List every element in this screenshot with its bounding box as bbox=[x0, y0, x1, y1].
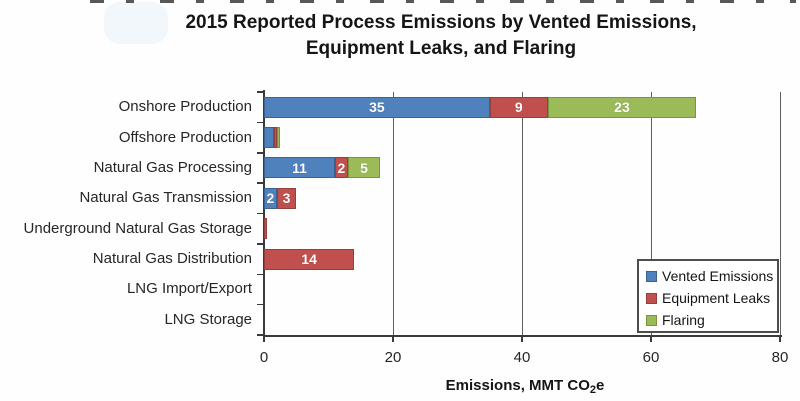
chart-title-line1: 2015 Reported Process Emissions by Vente… bbox=[185, 12, 697, 33]
y-tick bbox=[257, 121, 264, 124]
bar-segment: 11 bbox=[264, 157, 335, 179]
bar-segment: 35 bbox=[264, 96, 490, 118]
category-label: Offshore Production bbox=[118, 128, 252, 146]
cropped-text-artifact bbox=[90, 0, 796, 3]
category-label: Underground Natural Gas Storage bbox=[23, 219, 252, 237]
bar-value-label: 2 bbox=[266, 190, 275, 207]
bar-segment: 3 bbox=[276, 187, 297, 209]
y-tick bbox=[257, 212, 264, 215]
x-tick-label: 20 bbox=[384, 349, 402, 366]
bar-value-label: 23 bbox=[614, 99, 630, 116]
x-tick-label: 80 bbox=[771, 349, 789, 366]
bar-segment: 23 bbox=[547, 96, 697, 118]
x-tick-label: 0 bbox=[259, 349, 269, 366]
y-tick bbox=[257, 243, 264, 245]
legend-label: Equipment Leaks bbox=[662, 290, 771, 306]
x-axis-title-subscript: 2 bbox=[589, 384, 596, 396]
bar-segment: 2 bbox=[264, 187, 277, 209]
category-label: LNG Storage bbox=[164, 310, 252, 328]
bar-segment: 14 bbox=[264, 248, 355, 270]
legend-swatch bbox=[646, 314, 657, 326]
x-tick-label: 40 bbox=[513, 349, 531, 366]
y-tick bbox=[257, 182, 264, 184]
bar-segment: 9 bbox=[489, 96, 548, 118]
legend-label: Flaring bbox=[662, 312, 705, 328]
bar-value-label: 2 bbox=[337, 159, 346, 176]
x-axis-title: Emissions, MMT CO2e bbox=[375, 377, 675, 396]
gridline bbox=[392, 92, 394, 335]
legend-swatch bbox=[646, 270, 657, 282]
x-tick bbox=[263, 336, 265, 342]
bar-segment: 2 bbox=[334, 157, 348, 179]
legend-item: Flaring bbox=[646, 309, 777, 331]
x-tick bbox=[392, 336, 394, 342]
category-label: Natural Gas Processing bbox=[93, 158, 252, 176]
bar-value-label: 35 bbox=[369, 99, 385, 116]
bar-value-label: 9 bbox=[514, 99, 523, 116]
bar-segment: 5 bbox=[347, 157, 381, 179]
category-label: LNG Import/Export bbox=[126, 280, 252, 298]
bar-segment bbox=[276, 127, 281, 149]
legend: Vented Emissions Equipment Leaks Flaring bbox=[637, 259, 779, 333]
x-axis-title-text: Emissions, MMT CO bbox=[445, 377, 590, 394]
bar-value-label: 3 bbox=[282, 190, 291, 207]
chart-title-line2: Equipment Leaks, and Flaring bbox=[305, 38, 577, 59]
legend-swatch bbox=[646, 292, 657, 304]
bar-segment bbox=[264, 127, 274, 149]
y-tick bbox=[257, 152, 264, 154]
x-tick-label: 60 bbox=[642, 349, 660, 366]
y-tick bbox=[257, 91, 264, 93]
bar-segment bbox=[264, 218, 268, 240]
bar-value-label: 14 bbox=[301, 251, 317, 268]
legend-item: Equipment Leaks bbox=[646, 287, 777, 309]
gridline bbox=[779, 92, 781, 335]
y-tick bbox=[257, 303, 264, 306]
bar-value-label: 5 bbox=[360, 159, 368, 176]
x-tick bbox=[779, 336, 781, 342]
gridline bbox=[521, 92, 523, 335]
y-tick bbox=[257, 334, 264, 336]
legend-label: Vented Emissions bbox=[662, 268, 774, 284]
bar-value-label: 11 bbox=[292, 159, 307, 176]
x-axis-title-suffix: e bbox=[595, 377, 605, 394]
bar-segment bbox=[273, 127, 277, 149]
y-tick bbox=[257, 273, 264, 275]
category-label: Onshore Production bbox=[118, 98, 252, 116]
category-label: Natural Gas Transmission bbox=[79, 189, 252, 207]
category-label: Natural Gas Distribution bbox=[92, 250, 252, 268]
x-tick bbox=[650, 336, 652, 342]
legend-item: Vented Emissions bbox=[646, 265, 777, 287]
x-tick bbox=[521, 336, 523, 342]
chart-title: 2015 Reported Process Emissions by Vente… bbox=[101, 10, 781, 62]
y-axis-line bbox=[263, 90, 265, 336]
scan-artifact-blob bbox=[104, 2, 168, 44]
gridline bbox=[650, 92, 652, 335]
